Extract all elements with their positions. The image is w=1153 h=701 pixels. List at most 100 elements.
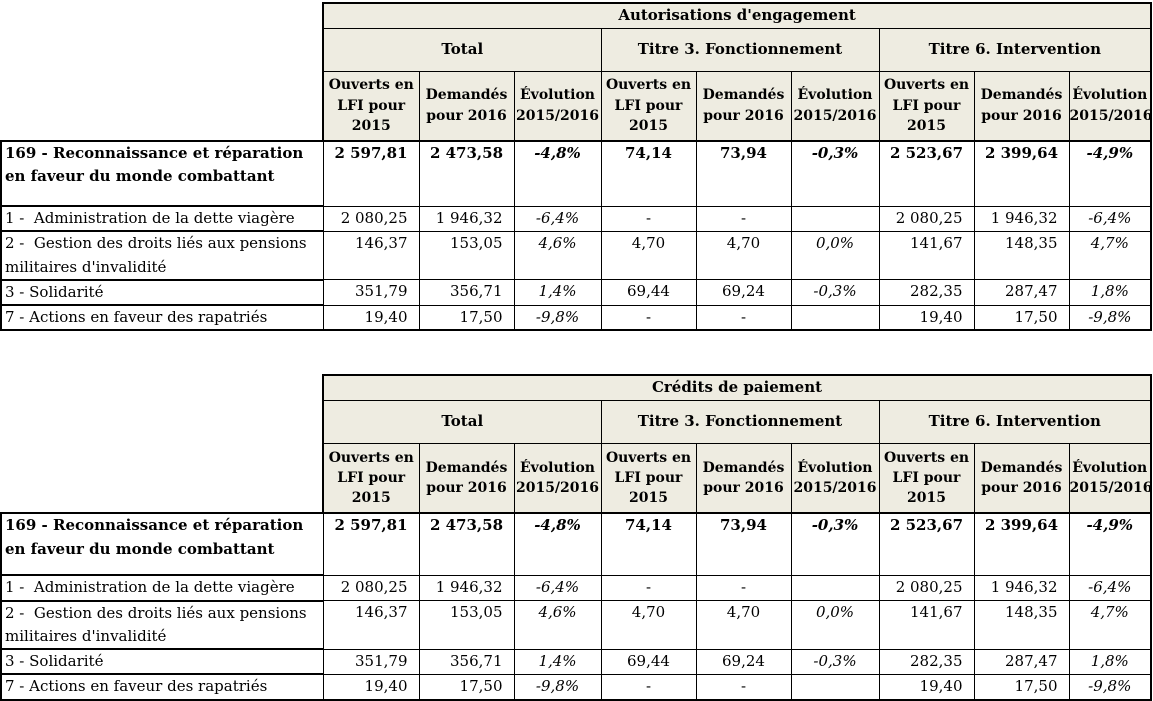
cell-value: 2 399,64 (973, 140, 1070, 207)
row-label: 169 - Reconnaissance et réparation en fa… (0, 512, 324, 576)
group-header-titre6: Titre 6. Intervention (878, 399, 1152, 444)
table-title: Crédits de paiement (322, 374, 1152, 401)
cell-value: 1 946,32 (418, 205, 515, 232)
column-header: Évolution 2015/2016 (790, 70, 880, 142)
cell-value: 351,79 (322, 648, 420, 675)
header-spacer (1, 3, 323, 141)
cell-value: 4,70 (695, 600, 792, 650)
cell-value: -9,8% (1068, 673, 1152, 701)
cell-value: -4,8% (513, 512, 602, 576)
cell-value: 148,35 (973, 600, 1070, 650)
cell-value (790, 574, 880, 602)
cell-value: 153,05 (418, 600, 515, 650)
cell-value: -4,9% (1068, 512, 1152, 576)
column-header: Évolution 2015/2016 (513, 442, 602, 514)
cell-value: -6,4% (513, 205, 602, 232)
cell-value: -6,4% (513, 574, 602, 602)
cell-value: -4,8% (513, 140, 602, 207)
cell-value: 17,50 (973, 673, 1070, 701)
cell-value: 0,0% (790, 230, 880, 281)
cell-value: 2 523,67 (878, 140, 975, 207)
cell-value: 1,8% (1068, 279, 1153, 306)
cell-value (790, 205, 880, 232)
column-header: Demandés pour 2016 (695, 70, 792, 142)
column-header: Ouverts en LFI pour 2015 (878, 70, 975, 142)
table-row: 3 - Solidarité 351,79 356,71 1,4% 69,44 69,24… (0, 278, 1153, 306)
cell-value: 4,7% (1068, 600, 1152, 650)
cell-value: 73,94 (695, 140, 792, 207)
cell-value: 282,35 (878, 279, 975, 306)
row-label: 169 - Reconnaissance et réparation en fa… (0, 140, 324, 207)
row-label: 2 - Gestion des droits liés aux pensions… (0, 599, 324, 650)
cell-value: 287,47 (973, 648, 1070, 675)
credits-paiement-table: Crédits de paiement Total Titre 3. Fonctio… (0, 374, 1152, 701)
group-header-titre3: Titre 3. Fonctionnement (600, 27, 880, 72)
cell-value: 1,4% (513, 279, 602, 306)
column-header: Ouverts en LFI pour 2015 (600, 442, 697, 514)
column-header: Demandés pour 2016 (418, 442, 515, 514)
cell-value: - (695, 574, 792, 602)
column-header: Demandés pour 2016 (973, 70, 1070, 142)
column-header: Ouverts en LFI pour 2015 (322, 442, 420, 514)
group-header-titre3: Titre 3. Fonctionnement (600, 399, 880, 444)
cell-value: 153,05 (418, 230, 515, 281)
header-spacer (1, 375, 323, 514)
cell-value: -9,8% (513, 673, 602, 701)
row-label: 1 - Administration de la dette viagère (0, 574, 324, 602)
cell-value (790, 673, 880, 701)
cell-value: 1 946,32 (973, 205, 1070, 232)
cell-value: 146,37 (322, 230, 420, 281)
row-label: 3 - Solidarité (0, 278, 324, 306)
column-header: Évolution 2015/2016 (513, 70, 602, 142)
cell-value: 356,71 (418, 279, 515, 306)
group-header-total: Total (322, 27, 602, 72)
cell-value: 2 080,25 (878, 205, 975, 232)
cell-value: 148,35 (973, 230, 1070, 281)
table-row: 2 - Gestion des droits liés aux pensions… (0, 230, 1153, 281)
cell-value: -0,3% (790, 140, 880, 207)
cell-value: 2 523,67 (878, 512, 975, 576)
cell-value: - (600, 673, 697, 701)
cell-value: - (600, 574, 697, 602)
cell-value: 1 946,32 (973, 574, 1070, 602)
cell-value: - (695, 304, 792, 332)
column-header: Évolution 2015/2016 (1068, 442, 1152, 514)
cell-value: 4,6% (513, 600, 602, 650)
cell-value: 74,14 (600, 512, 697, 576)
column-header-row: Ouverts en LFI pour 2015 Demandés pour 20… (1, 442, 1152, 514)
column-header: Évolution 2015/2016 (1068, 70, 1153, 142)
cell-value: -6,4% (1068, 205, 1153, 232)
cell-value: 73,94 (695, 512, 792, 576)
cell-value: 141,67 (878, 600, 975, 650)
cell-value: 4,70 (600, 230, 697, 281)
cell-value: -9,8% (1068, 304, 1153, 332)
header-title-row: Crédits de paiement (1, 374, 1152, 514)
group-header-titre6: Titre 6. Intervention (878, 27, 1153, 72)
cell-value: 17,50 (418, 304, 515, 332)
cell-value: 2 473,58 (418, 512, 515, 576)
row-label: 7 - Actions en faveur des rapatriés (0, 673, 324, 701)
table-row: 7 - Actions en faveur des rapatriés 19,40… (0, 303, 1153, 332)
cell-value: - (695, 205, 792, 232)
cell-value: -6,4% (1068, 574, 1152, 602)
row-label: 1 - Administration de la dette viagère (0, 204, 324, 232)
cell-value: 19,40 (878, 304, 975, 332)
cell-value: 1 946,32 (418, 574, 515, 602)
cell-value: 2 080,25 (878, 574, 975, 602)
column-header: Demandés pour 2016 (695, 442, 792, 514)
row-label: 2 - Gestion des droits liés aux pensions… (0, 230, 324, 281)
cell-value: 0,0% (790, 600, 880, 650)
column-header: Demandés pour 2016 (973, 442, 1070, 514)
cell-value: 282,35 (878, 648, 975, 675)
cell-value: 69,44 (600, 648, 697, 675)
cell-value: 1,8% (1068, 648, 1152, 675)
column-header: Demandés pour 2016 (418, 70, 515, 142)
cell-value: 2 399,64 (973, 512, 1070, 576)
column-header: Ouverts en LFI pour 2015 (600, 70, 697, 142)
table-row: 1 - Administration de la dette viagère 2 … (0, 204, 1153, 232)
column-header: Ouverts en LFI pour 2015 (322, 70, 420, 142)
table-title: Autorisations d'engagement (321, 2, 1153, 29)
table-row: 1 - Administration de la dette viagère 2 … (0, 574, 1152, 602)
cell-value: 19,40 (878, 673, 975, 701)
